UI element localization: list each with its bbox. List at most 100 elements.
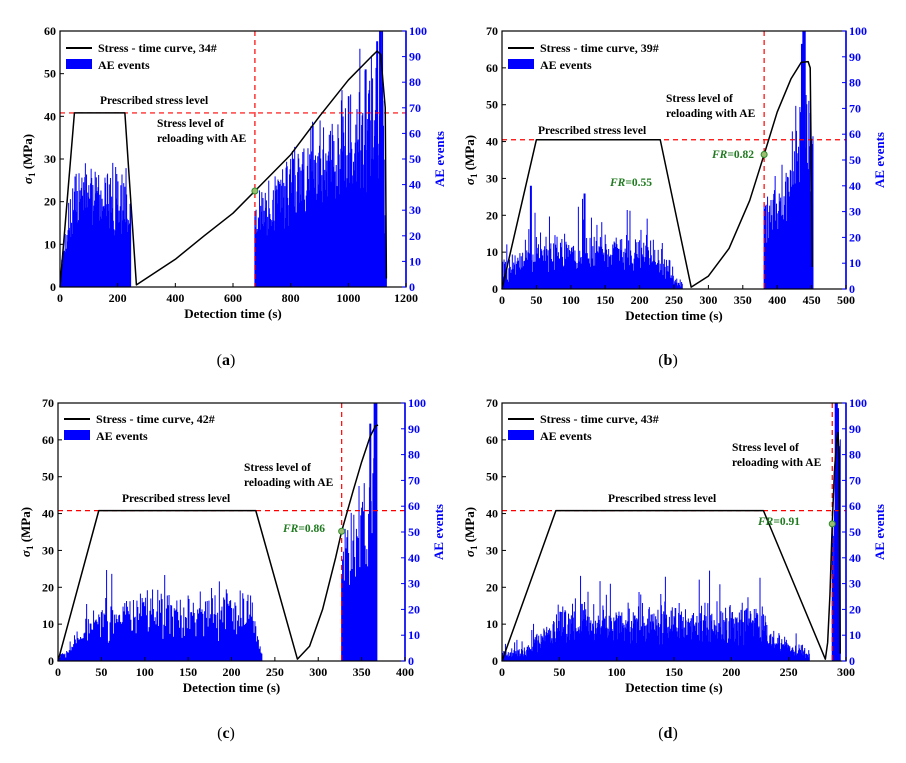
x-tick-label: 100 <box>562 293 580 307</box>
y-tick-label: 50 <box>44 67 56 81</box>
y-axis-title-sub: 1 <box>469 173 479 178</box>
x-tick-label: 400 <box>166 291 184 305</box>
y2-tick-label: 70 <box>849 473 861 487</box>
x-axis-title: Detection time (s) <box>183 680 280 695</box>
stress-time-curve <box>501 60 814 290</box>
fr-value: =0.55 <box>625 177 652 189</box>
legend-entry-stress: Stress - time curve, 34# <box>98 41 217 55</box>
y2-tick-label: 70 <box>409 101 421 115</box>
y-axis-title-unit: (MPa) <box>462 507 477 546</box>
y-tick-label: 30 <box>486 543 498 557</box>
y-tick-label: 40 <box>486 135 498 149</box>
y2-tick-label: 100 <box>849 396 867 410</box>
ae-event-bars <box>59 48 387 287</box>
y-axis-title: σ1 (MPa) <box>18 507 35 557</box>
y2-tick-label: 80 <box>409 75 421 89</box>
stress-time-curve <box>57 424 379 662</box>
fr-label: FR=0.86 <box>282 523 325 535</box>
y2-tick-label: 30 <box>849 577 861 591</box>
y-axis-title: σ1 (MPa) <box>20 134 37 184</box>
stress-time-curve <box>59 50 388 288</box>
y-axis-title-unit: (MPa) <box>20 134 35 173</box>
y-tick-label: 30 <box>44 152 56 166</box>
legend-entry-stress: Stress - time curve, 43# <box>540 412 659 426</box>
x-tick-label: 150 <box>665 665 683 679</box>
legend-entry-ae: AE events <box>98 58 150 72</box>
fr-label: FR=0.55 <box>609 177 652 189</box>
x-tick-label: 600 <box>224 291 242 305</box>
x-tick-label: 250 <box>266 665 284 679</box>
fr-point-marker <box>828 520 836 528</box>
y-axis-title-sigma: σ <box>20 176 35 184</box>
x-tick-label: 100 <box>608 665 626 679</box>
legend: Stress - time curve, 34# AE events <box>66 41 217 72</box>
fr-symbol: FR <box>609 177 626 189</box>
x-tick-label: 450 <box>803 293 821 307</box>
y-tick-label: 0 <box>48 654 54 668</box>
y2-tick-label: 20 <box>408 602 420 616</box>
y-tick-label: 50 <box>486 470 498 484</box>
y-axis-title: σ1 (MPa) <box>462 507 479 557</box>
y-axis-title-sigma: σ <box>18 549 33 557</box>
y2-tick-label: 10 <box>408 628 420 642</box>
y2-tick-label: 50 <box>409 152 421 166</box>
y2-tick-label: 40 <box>849 179 861 193</box>
y-tick-label: 60 <box>42 433 54 447</box>
y2-tick-label: 0 <box>408 654 414 668</box>
x-tick-label: 0 <box>57 291 63 305</box>
panel-label-open: ( <box>658 725 663 742</box>
y-tick-label: 10 <box>42 617 54 631</box>
ae-bars <box>59 31 387 287</box>
y-tick-label: 0 <box>492 654 498 668</box>
x-axis-title: Detection time (s) <box>625 680 722 695</box>
x-tick-label: 400 <box>768 293 786 307</box>
y2-tick-label: 20 <box>409 229 421 243</box>
x-tick-label: 300 <box>837 665 855 679</box>
panel-label-letter: b <box>664 352 673 369</box>
legend-bar-swatch <box>508 59 534 69</box>
legend: Stress - time curve, 39# AE events <box>508 41 659 72</box>
y-tick-label: 0 <box>492 282 498 296</box>
y2-tick-label: 100 <box>849 24 867 38</box>
x-tick-label: 50 <box>530 293 542 307</box>
y-axis-title-unit: (MPa) <box>462 135 477 174</box>
fr-point-marker <box>760 150 768 158</box>
x-tick-label: 100 <box>136 665 154 679</box>
panel-label-open: ( <box>217 352 222 369</box>
y2-tick-label: 100 <box>409 24 427 38</box>
fr-point-marker <box>338 527 346 535</box>
y2-tick-label: 30 <box>408 577 420 591</box>
y2-tick-label: 50 <box>849 525 861 539</box>
y-tick-label: 20 <box>42 580 54 594</box>
y2-tick-label: 40 <box>409 178 421 192</box>
y2-tick-label: 90 <box>409 50 421 64</box>
legend-entry-ae: AE events <box>540 429 592 443</box>
legend-bar-swatch <box>66 59 92 69</box>
x-tick-label: 350 <box>734 293 752 307</box>
y-axis-title: σ1 (MPa) <box>462 135 479 185</box>
reload-stress-label: Stress level of <box>732 442 799 454</box>
panel-label: (d) <box>658 725 678 742</box>
x-tick-label: 250 <box>665 293 683 307</box>
fr-value: =0.82 <box>727 149 754 161</box>
x-tick-label: 300 <box>309 665 327 679</box>
y2-tick-label: 40 <box>408 551 420 565</box>
y2-tick-label: 30 <box>849 205 861 219</box>
y-tick-label: 40 <box>44 109 56 123</box>
y-tick-label: 60 <box>486 61 498 75</box>
legend: Stress - time curve, 43# AE events <box>508 412 659 443</box>
y-tick-label: 10 <box>486 245 498 259</box>
panel-label-close: ) <box>672 352 677 369</box>
x-tick-label: 800 <box>282 291 300 305</box>
y-tick-label: 40 <box>486 507 498 521</box>
y-tick-label: 40 <box>42 507 54 521</box>
panel-label-open: ( <box>217 725 222 742</box>
y2-tick-label: 80 <box>849 448 861 462</box>
x-tick-label: 300 <box>699 293 717 307</box>
y-tick-label: 50 <box>486 98 498 112</box>
y2-tick-label: 60 <box>849 127 861 141</box>
y-tick-label: 20 <box>44 195 56 209</box>
fr-value: =0.86 <box>298 523 325 535</box>
